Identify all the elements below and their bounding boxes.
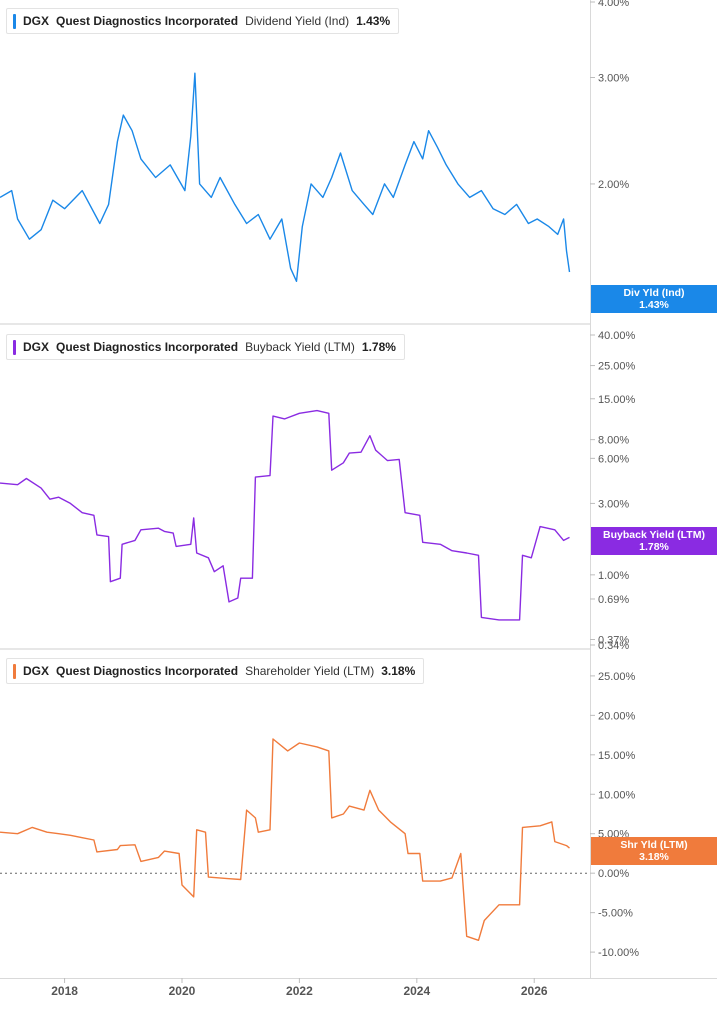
metric-name: Shareholder Yield (LTM)	[245, 664, 375, 678]
company-name: Quest Diagnostics Incorporated	[56, 664, 239, 678]
metric-value: 1.43%	[356, 14, 391, 28]
badge-label: Div Yld (Ind)	[623, 287, 685, 299]
company-name: Quest Diagnostics Incorporated	[56, 340, 239, 354]
buyback-series-line	[0, 409, 570, 621]
ticker-label: DGX	[23, 14, 50, 28]
buyback-y-tick-label: 0.34%	[598, 640, 629, 652]
shareholder-y-tick-label: 25.00%	[598, 671, 636, 683]
buyback-y-tick-label: 40.00%	[598, 330, 636, 342]
buyback-y-tick-label: 8.00%	[598, 435, 629, 447]
dividend-series-line	[0, 72, 571, 282]
shareholder-last-value-badge: Shr Yld (LTM) 3.18%	[591, 837, 717, 865]
metric-value: 3.18%	[381, 664, 416, 678]
shareholder-y-tick-label: 20.00%	[598, 710, 636, 722]
badge-value: 3.18%	[639, 851, 669, 863]
metric-name: Dividend Yield (Ind)	[245, 14, 350, 28]
badge-label: Shr Yld (LTM)	[620, 839, 688, 851]
shareholder-y-tick-label: 10.00%	[598, 789, 636, 801]
shareholder-y-tick-label: 15.00%	[598, 750, 636, 762]
badge-value: 1.78%	[639, 541, 669, 553]
panel-dividend-legend[interactable]: DGX Quest Diagnostics Incorporated Divid…	[6, 8, 400, 34]
shareholder-y-tick-label: -10.00%	[598, 947, 639, 959]
shareholder-series-line	[0, 738, 570, 941]
dividend-y-tick-label: 4.00%	[598, 0, 629, 9]
shareholder-y-tick-label: -5.00%	[598, 908, 633, 920]
buyback-y-tick-label: 3.00%	[598, 498, 629, 510]
series-color-swatch	[13, 339, 16, 355]
badge-label: Buyback Yield (LTM)	[603, 529, 705, 541]
series-color-swatch	[13, 663, 16, 679]
x-tick-label: 2024	[403, 984, 430, 998]
dividend-y-tick-label: 3.00%	[598, 73, 629, 85]
ticker-label: DGX	[23, 664, 50, 678]
dividend-y-tick-label: 2.00%	[598, 179, 629, 191]
buyback-y-tick-label: 1.00%	[598, 570, 629, 582]
metric-value: 1.78%	[361, 340, 396, 354]
badge-value: 1.43%	[639, 299, 669, 311]
buyback-y-tick-label: 25.00%	[598, 361, 636, 373]
x-tick-label: 2020	[169, 984, 196, 998]
buyback-y-tick-label: 6.00%	[598, 453, 629, 465]
metric-name: Buyback Yield (LTM)	[245, 340, 355, 354]
buyback-last-value-badge: Buyback Yield (LTM) 1.78%	[591, 527, 717, 555]
buyback-y-tick-label: 0.69%	[598, 594, 629, 606]
shareholder-y-tick-label: 0.00%	[598, 868, 629, 880]
dividend-last-value-badge: Div Yld (Ind) 1.43%	[591, 285, 717, 313]
ticker-label: DGX	[23, 340, 50, 354]
buyback-y-tick-label: 15.00%	[598, 394, 636, 406]
buyback-y-tick-label: 0.37%	[598, 635, 629, 647]
x-tick-label: 2018	[51, 984, 78, 998]
x-tick-label: 2022	[286, 984, 313, 998]
x-tick-label: 2026	[521, 984, 548, 998]
panel-buyback-legend[interactable]: DGX Quest Diagnostics Incorporated Buyba…	[6, 334, 405, 360]
series-color-swatch	[13, 13, 16, 29]
company-name: Quest Diagnostics Incorporated	[56, 14, 239, 28]
panel-shareholder-legend[interactable]: DGX Quest Diagnostics Incorporated Share…	[6, 658, 425, 684]
